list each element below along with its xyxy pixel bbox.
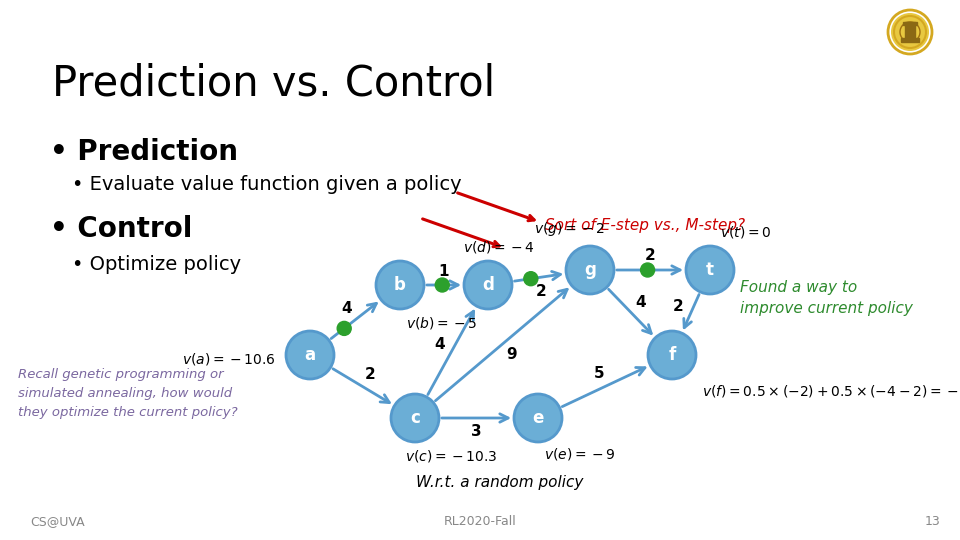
Text: 2: 2 [644, 248, 656, 264]
Text: 13: 13 [924, 515, 940, 528]
Circle shape [891, 13, 929, 51]
Text: • Optimize policy: • Optimize policy [72, 255, 241, 274]
Text: t: t [706, 261, 714, 279]
Circle shape [640, 263, 655, 277]
Text: CS@UVA: CS@UVA [30, 515, 84, 528]
Text: $v(c) = -10.3$: $v(c) = -10.3$ [405, 448, 497, 464]
Text: $v(b) = -5$: $v(b) = -5$ [406, 315, 477, 331]
Text: 3: 3 [471, 424, 482, 440]
Text: 4: 4 [341, 301, 351, 316]
Bar [905, 22, 915, 40]
Text: • Evaluate value function given a policy: • Evaluate value function given a policy [72, 175, 462, 194]
Text: 4: 4 [636, 295, 646, 310]
Text: b: b [394, 276, 406, 294]
Circle shape [686, 246, 734, 294]
Text: $v(d) = -4$: $v(d) = -4$ [463, 239, 535, 255]
Text: $v(e) = -9$: $v(e) = -9$ [544, 446, 615, 462]
Circle shape [566, 246, 614, 294]
Text: Prediction vs. Control: Prediction vs. Control [52, 62, 495, 104]
Circle shape [286, 331, 334, 379]
Text: e: e [532, 409, 543, 427]
Text: 2: 2 [536, 284, 546, 299]
Text: a: a [304, 346, 316, 364]
Circle shape [337, 321, 351, 335]
Circle shape [514, 394, 562, 442]
Text: W.r.t. a random policy: W.r.t. a random policy [417, 475, 584, 490]
Text: 1: 1 [439, 264, 449, 279]
Text: 4: 4 [434, 338, 444, 352]
Circle shape [648, 331, 696, 379]
Text: 2: 2 [365, 367, 375, 382]
Text: 9: 9 [506, 347, 516, 362]
Text: • Prediction: • Prediction [50, 138, 238, 166]
Text: $v(f) = 0.5 \times (-2) + 0.5 \times (-4 - 2) = -4$: $v(f) = 0.5 \times (-2) + 0.5 \times (-4… [702, 383, 960, 399]
Text: 2: 2 [673, 299, 684, 314]
Text: Recall genetic programming or
simulated annealing, how would
they optimize the c: Recall genetic programming or simulated … [18, 368, 238, 419]
Text: d: d [482, 276, 494, 294]
Circle shape [391, 394, 439, 442]
Circle shape [376, 261, 424, 309]
Circle shape [524, 272, 538, 286]
Text: $v(t) = 0$: $v(t) = 0$ [720, 224, 771, 240]
Text: g: g [584, 261, 596, 279]
Text: Sort of E-step vs., M-step?: Sort of E-step vs., M-step? [545, 218, 745, 233]
Text: RL2020-Fall: RL2020-Fall [444, 515, 516, 528]
Text: • Control: • Control [50, 215, 192, 243]
Text: 5: 5 [593, 366, 605, 381]
Text: Found a way to
improve current policy: Found a way to improve current policy [740, 280, 913, 316]
Text: $v(g) = -2$: $v(g) = -2$ [535, 220, 606, 238]
Text: f: f [668, 346, 676, 364]
Bar [903, 22, 917, 25]
Text: c: c [410, 409, 420, 427]
Circle shape [435, 278, 449, 292]
Circle shape [464, 261, 512, 309]
Bar [901, 38, 919, 42]
Text: $v(a) = -10.6$: $v(a) = -10.6$ [182, 351, 276, 367]
